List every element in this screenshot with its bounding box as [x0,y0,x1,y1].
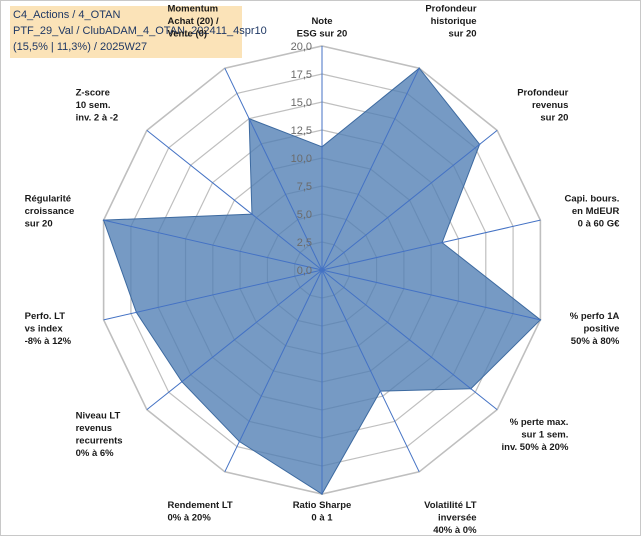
radar-tick-labels: 0,0 2,5 5,0 7,5 10,0 12,5 15,0 17,5 20,0 [291,41,312,277]
axis-spoke [321,219,541,271]
radar-axes [103,46,541,494]
tick-label: 5,0 [297,209,312,221]
tick-label: 20,0 [291,41,312,53]
tick-label: 17,5 [291,69,312,81]
radar-axis-labels: Note ESG sur 20 Profondeur historique sur 20… [25,4,620,536]
axis-label: Capi. bours. en MdEUR 0 à 60 G€ [564,194,620,230]
axis-spoke [224,269,323,473]
axis-spoke [321,129,498,271]
axis-label: Z-score 10 sem. inv. 2 à -2 [76,88,119,124]
axis-spoke [321,269,420,473]
tick-label: 2,5 [297,237,312,249]
axis-spoke [146,269,323,411]
axis-label: % perfo 1A positive 50% à 80% [570,311,620,347]
axis-spoke [103,219,323,271]
axis-label: Ratio Sharpe 0 à 1 [293,500,352,524]
info-line-2: PTF_29_Val / ClubADAM_4_OTAN_202411_4spr… [13,25,267,37]
tick-label: 0,0 [297,265,312,277]
axis-spoke [321,269,498,411]
tick-label: 7,5 [297,181,312,193]
axis-label: Rendement LT 0% à 20% [167,500,232,524]
axis-spoke [146,129,323,271]
info-line-3: (15,5% | 11,3%) / 2025W27 [13,41,148,53]
axis-label: Régularité croissance sur 20 [25,194,75,230]
portfolio-info-box: C4_Actions / 4_OTAN PTF_29_Val / ClubADA… [10,6,267,58]
axis-label: % perte max. sur 1 sem. inv. 50% à 20% [502,417,569,453]
tick-label: 15,0 [291,97,312,109]
axis-spoke [224,67,323,271]
info-line-1: C4_Actions / 4_OTAN [13,9,121,21]
tick-label: 12,5 [291,125,312,137]
axis-spoke [103,269,323,321]
axis-label: Note ESG sur 20 [297,16,348,40]
axis-label: Profondeur revenus sur 20 [517,88,568,124]
tick-label: 10,0 [291,153,312,165]
axis-spoke [321,67,420,271]
axis-spoke [321,269,541,321]
axis-label: Perfo. LT vs index -8% à 12% [25,311,72,347]
axis-label: Momentum Achat (20) / Vente (0) [167,4,219,40]
axis-label: Niveau LT revenus recurrents 0% à 6% [76,411,123,460]
axis-label: Profondeur historique sur 20 [425,4,476,40]
axis-label: Volatilité LT inversée 40% à 0% [424,500,477,536]
